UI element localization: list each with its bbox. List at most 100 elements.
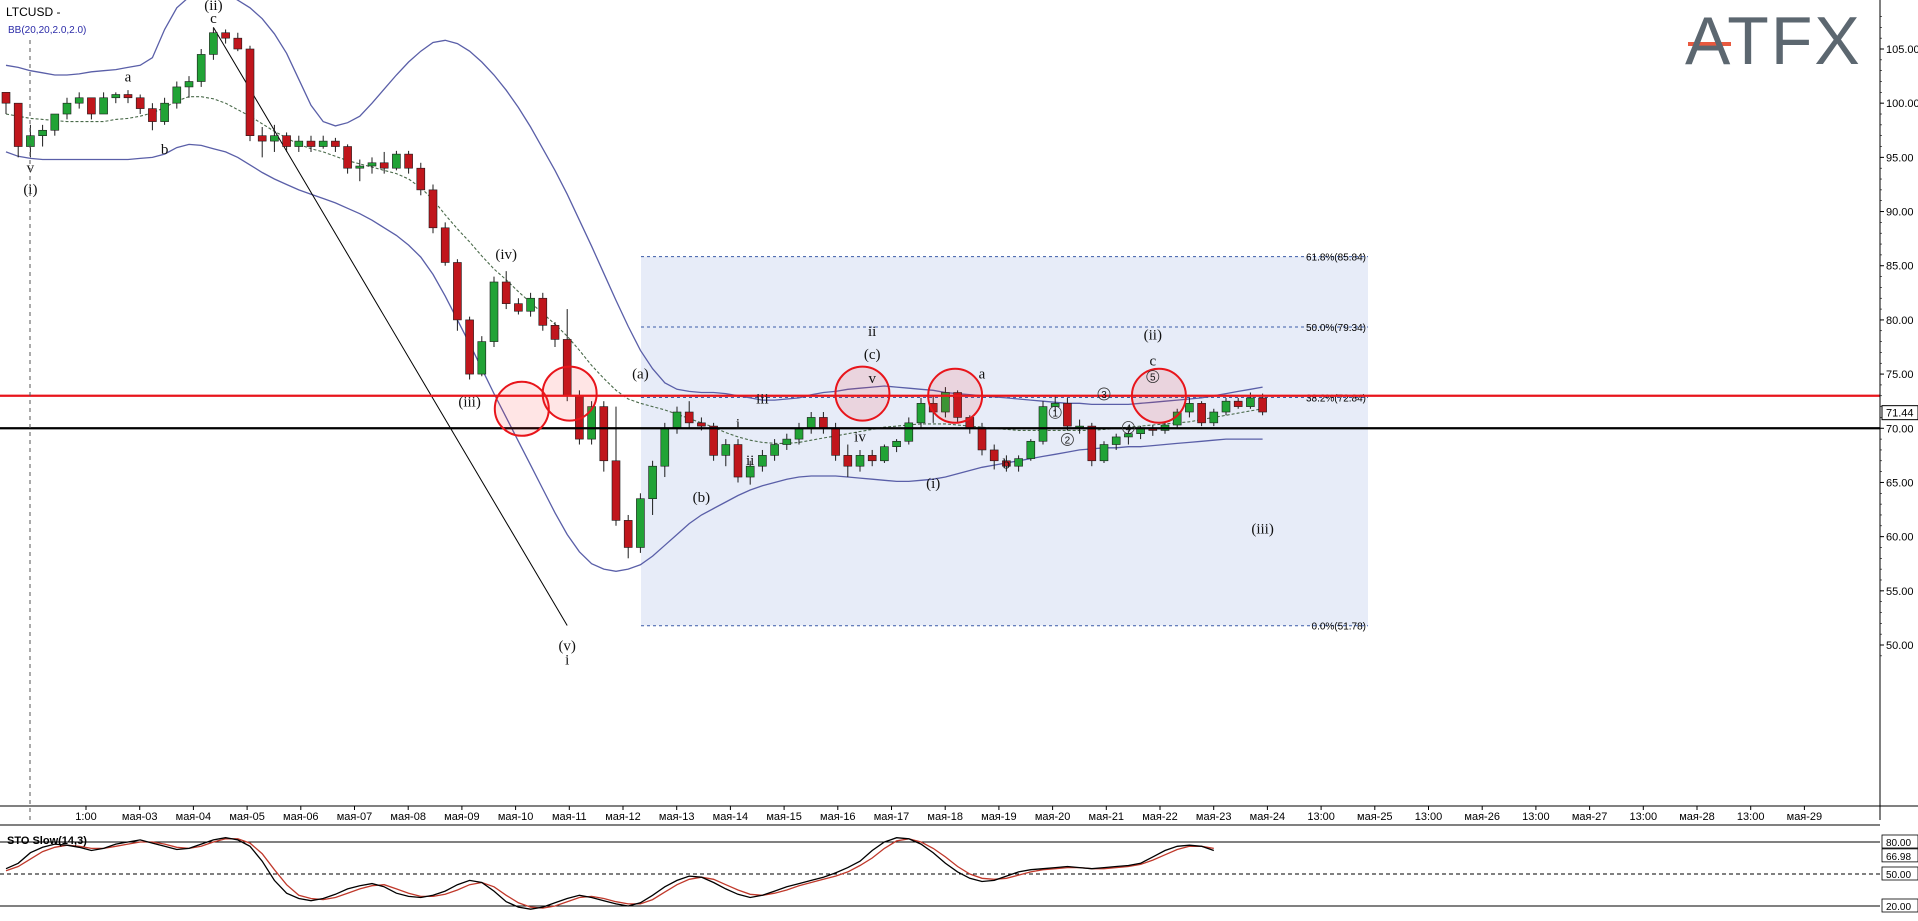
candle-bullish: [270, 135, 279, 142]
time-tick-label: 13:00: [1415, 811, 1443, 823]
candle-bullish: [184, 81, 194, 88]
wave-label: (i): [23, 182, 37, 198]
candle-bearish: [440, 227, 450, 263]
candle-bullish: [648, 465, 657, 500]
downtrend-line: [212, 27, 568, 626]
bb-middle-band: [5, 96, 1263, 444]
atfx-logo: ATFX: [1685, 3, 1860, 79]
fib-level-label: 61.8%(85.84): [1306, 253, 1366, 264]
wave-label: ii: [746, 453, 754, 469]
oscillator-level-label: 20.00: [1886, 902, 1911, 913]
candle-bullish: [1014, 458, 1023, 467]
time-tick-label: мая-12: [605, 811, 641, 823]
time-tick-label: 13:00: [1522, 811, 1550, 823]
oscillator-level-badge: [1881, 898, 1918, 913]
candle-bearish: [843, 455, 853, 467]
candle-bearish: [1258, 397, 1267, 413]
price-tick-label: 70.00: [1886, 423, 1914, 435]
wave-label-ring: [1097, 387, 1111, 401]
candle-bullish: [355, 165, 365, 169]
candle-bearish: [404, 153, 413, 169]
wave-label: (ii): [1144, 327, 1162, 343]
candle-bearish: [831, 427, 840, 456]
time-tick-label: мая-04: [176, 811, 212, 823]
oscillator-level-label: 66.98: [1886, 852, 1911, 863]
candle-bearish: [697, 422, 706, 427]
time-tick-label: мая-15: [766, 811, 802, 823]
wave-label: c: [1149, 353, 1156, 369]
time-tick-label: мая-19: [981, 811, 1017, 823]
time-tick-label: мая-27: [1572, 811, 1608, 823]
wave-label: c: [210, 11, 217, 27]
bollinger-bands: [5, 0, 1263, 572]
wave-label: (ii): [204, 0, 222, 14]
oscillator-level-badge: [1881, 834, 1918, 849]
time-tick-label: мая-11: [552, 811, 587, 823]
candle-bullish: [294, 140, 304, 147]
candle-bearish: [684, 411, 694, 424]
candle-bullish: [526, 297, 535, 312]
time-tick-label: 1:00: [75, 811, 96, 823]
candle-bearish: [282, 135, 291, 147]
wave-label: (c): [864, 347, 881, 363]
stochastic-k-line: [5, 837, 1215, 910]
oscillator-level-badge: [1881, 866, 1918, 881]
candle-bullish: [892, 440, 901, 447]
axes: 105.00 100.00 95.00 90.00 85.00 80.00 75.00 70.…: [0, 0, 1918, 826]
candle-bearish: [233, 37, 243, 50]
wave-label: 2: [1065, 435, 1071, 446]
highlight-circles: [493, 365, 1187, 437]
oscillator-level-badge: [1881, 848, 1918, 863]
time-tick-label: мая-17: [874, 811, 910, 823]
time-tick-label: мая-14: [713, 811, 749, 823]
trend-line: [212, 27, 568, 626]
candle-bearish: [465, 319, 474, 375]
stochastic-oscillator: 80.00 66.98 50.00 20.00: [0, 834, 1918, 913]
candle-bullish: [111, 94, 121, 99]
price-tick-label: 65.00: [1886, 477, 1914, 489]
wave-label: 1: [1052, 408, 1058, 419]
wave-label: (iii): [458, 395, 481, 411]
time-tick-label: мая-22: [1142, 811, 1178, 823]
candle-bearish: [87, 97, 96, 115]
time-tick-label: 13:00: [1737, 811, 1765, 823]
candle-bullish: [758, 455, 767, 467]
horizontal-levels: [0, 394, 1880, 430]
candle-bullish: [1026, 440, 1036, 459]
wave-label: (b): [693, 490, 711, 506]
price-tick-label: 60.00: [1886, 532, 1914, 544]
wave-label: (iv): [495, 247, 517, 263]
candle-bullish: [172, 86, 182, 104]
candle-bullish: [160, 102, 169, 122]
candle-bearish: [538, 297, 548, 326]
candle-bearish: [989, 449, 999, 462]
candle-bullish: [1099, 444, 1109, 462]
wave-label: b: [1003, 456, 1011, 472]
wave-label: (v): [558, 638, 576, 654]
time-tick-label: 13:00: [1630, 811, 1658, 823]
fib-zone: [641, 256, 1368, 626]
fib-level-label: 0.0%(51.78): [1312, 622, 1366, 633]
candle-bearish: [867, 455, 877, 462]
time-tick-label: мая-13: [659, 811, 695, 823]
price-tick-label: 95.00: [1886, 152, 1914, 164]
candle-bearish: [148, 108, 157, 122]
time-tick-label: мая-29: [1787, 811, 1823, 823]
candle-bearish: [245, 48, 255, 136]
wave-label: (iii): [1251, 521, 1274, 537]
price-tick-label: 100.00: [1886, 98, 1918, 110]
candle-bearish: [257, 135, 267, 142]
time-tick-label: мая-24: [1250, 811, 1286, 823]
candle-bearish: [123, 94, 133, 99]
candle-bullish: [1038, 406, 1048, 442]
wave-label-ring: [1146, 370, 1160, 383]
time-tick-label: мая-21: [1089, 811, 1125, 823]
candle-bullish: [672, 411, 682, 429]
wave-label: a: [979, 366, 986, 382]
candle-bullish: [196, 54, 206, 82]
oscillator-level-label: 80.00: [1886, 838, 1911, 849]
candle-bullish: [62, 102, 72, 115]
price-tick-label: 50.00: [1886, 640, 1914, 652]
bb-lower-band: [5, 143, 1263, 572]
